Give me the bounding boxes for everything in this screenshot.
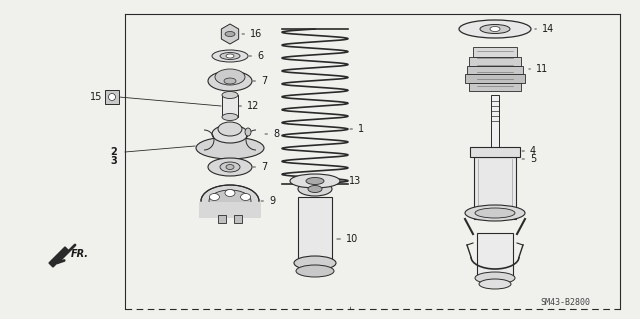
Ellipse shape (208, 158, 252, 176)
Ellipse shape (226, 165, 234, 169)
Polygon shape (221, 24, 239, 44)
Bar (234, 215, 242, 223)
Ellipse shape (224, 78, 236, 84)
Ellipse shape (215, 69, 245, 85)
Bar (470, 147, 520, 157)
Text: 5: 5 (522, 154, 536, 164)
Ellipse shape (225, 189, 235, 197)
Text: 7: 7 (253, 76, 268, 86)
Bar (467, 66, 523, 74)
Ellipse shape (196, 137, 264, 159)
Text: 13: 13 (341, 176, 361, 186)
Ellipse shape (294, 256, 336, 270)
Ellipse shape (222, 114, 238, 121)
Ellipse shape (218, 122, 242, 136)
Text: 15: 15 (90, 92, 102, 102)
Ellipse shape (298, 182, 332, 196)
Polygon shape (49, 247, 69, 267)
Text: 11: 11 (529, 64, 548, 74)
Text: FR.: FR. (71, 249, 89, 259)
Ellipse shape (475, 208, 515, 218)
Ellipse shape (208, 71, 252, 91)
Ellipse shape (225, 32, 235, 36)
Ellipse shape (475, 272, 515, 284)
Text: 12: 12 (239, 101, 259, 111)
Ellipse shape (201, 185, 259, 217)
Bar (469, 83, 521, 91)
Ellipse shape (245, 128, 251, 136)
Text: 7: 7 (253, 162, 268, 172)
Ellipse shape (479, 279, 511, 289)
Ellipse shape (296, 265, 334, 277)
Ellipse shape (465, 205, 525, 221)
Ellipse shape (220, 53, 240, 60)
Text: 9: 9 (261, 196, 275, 206)
Ellipse shape (109, 93, 115, 100)
Ellipse shape (209, 194, 220, 201)
Text: SM43-B2800: SM43-B2800 (540, 298, 590, 307)
Ellipse shape (290, 174, 340, 188)
Text: 8: 8 (265, 129, 279, 139)
Ellipse shape (490, 26, 500, 32)
Bar (222, 95, 238, 117)
Ellipse shape (212, 125, 248, 143)
Bar (474, 157, 516, 219)
Bar (465, 74, 525, 83)
Text: 10: 10 (337, 234, 358, 244)
Text: 6: 6 (249, 51, 263, 61)
Ellipse shape (241, 194, 251, 201)
Bar (298, 197, 332, 263)
Ellipse shape (209, 190, 251, 212)
Text: 3: 3 (110, 156, 117, 166)
Ellipse shape (222, 92, 238, 99)
Ellipse shape (226, 54, 234, 58)
Ellipse shape (212, 50, 248, 62)
Ellipse shape (308, 186, 322, 192)
Bar (218, 215, 226, 223)
Bar (491, 95, 499, 149)
Text: 14: 14 (535, 24, 554, 34)
Ellipse shape (306, 177, 324, 184)
Ellipse shape (480, 25, 510, 33)
Ellipse shape (220, 162, 240, 172)
Bar (473, 47, 517, 57)
Bar (469, 57, 521, 66)
Bar (105, 90, 119, 104)
Ellipse shape (459, 20, 531, 38)
Text: 1: 1 (350, 124, 364, 134)
Bar (477, 233, 513, 276)
Bar (199, 202, 261, 218)
Text: 16: 16 (242, 29, 262, 39)
Text: 4: 4 (522, 146, 536, 156)
Text: 2: 2 (110, 147, 117, 157)
